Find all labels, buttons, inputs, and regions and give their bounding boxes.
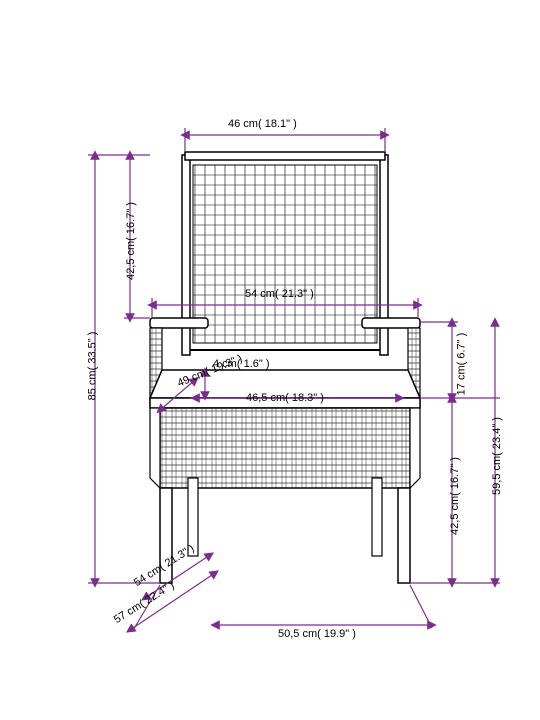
diagram-stage: 46 cm( 18.1" ) 85 cm( 33.5" ) 42,5 cm( 1… bbox=[0, 0, 540, 720]
dim-arm-span: 54 cm( 21.3" ) bbox=[245, 288, 314, 300]
dim-back-width: 46 cm( 18.1" ) bbox=[228, 118, 297, 130]
dim-front-width: 50,5 cm( 19.9" ) bbox=[278, 628, 356, 640]
dim-seat-inner-width: 46,5 cm( 18.3" ) bbox=[246, 392, 324, 404]
dim-arm-height: 17 cm( 6.7" ) bbox=[455, 333, 467, 396]
legs bbox=[160, 478, 410, 583]
dim-back-height: 42,5 cm( 16.7" ) bbox=[125, 202, 137, 280]
apron bbox=[150, 408, 420, 488]
chair-back bbox=[182, 152, 388, 355]
dim-floor-to-arm: 59,5 cm( 23.4" ) bbox=[491, 417, 503, 495]
dim-seat-height: 42,5 cm( 16.7" ) bbox=[449, 457, 461, 535]
dim-total-height: 85 cm( 33.5" ) bbox=[86, 332, 98, 401]
